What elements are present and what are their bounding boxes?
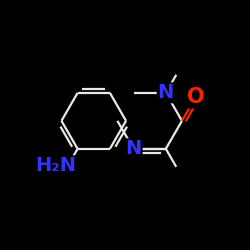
Text: O: O (187, 88, 204, 108)
Text: N: N (126, 139, 142, 158)
Text: H₂N: H₂N (35, 156, 76, 175)
Text: N: N (158, 83, 174, 102)
